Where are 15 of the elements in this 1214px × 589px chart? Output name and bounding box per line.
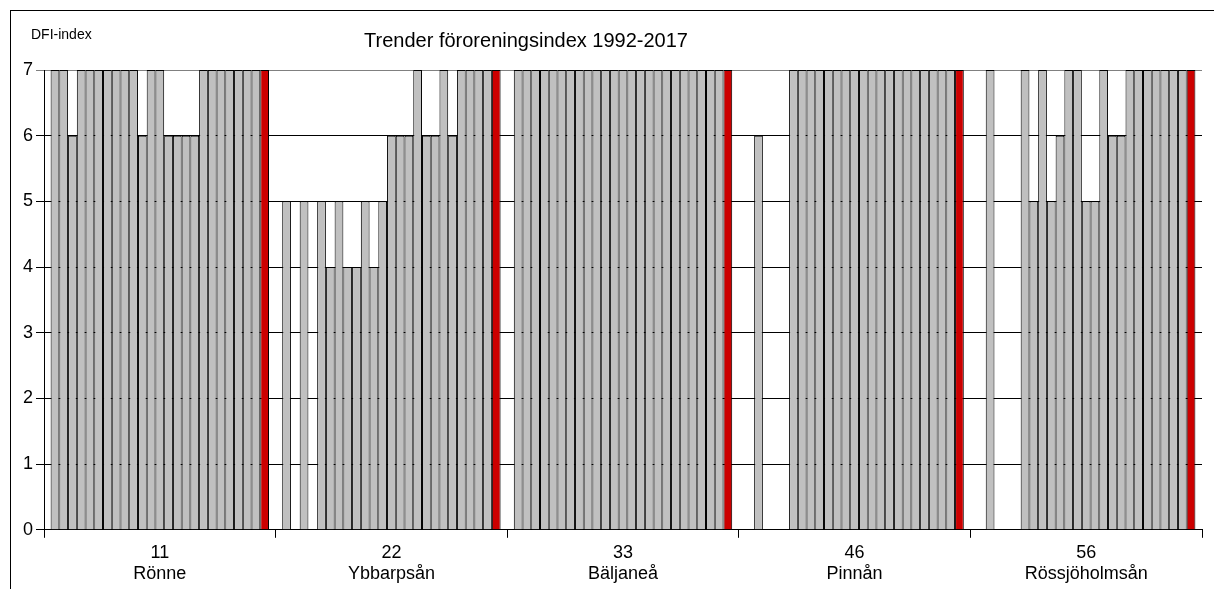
x-tick-label: 22 Ybbarpsån (347, 541, 435, 584)
y-tick-label: 1 (23, 453, 34, 474)
y-tick-label: 2 (23, 387, 34, 408)
chart-title: Trender föroreningsindex 1992-2017 (364, 28, 688, 51)
x-tick-label: 56 Rössjöholmsån (1024, 541, 1148, 584)
y-tick-label: 7 (23, 58, 34, 79)
y-tick-label: 6 (23, 124, 34, 145)
y-axis-title: DFI-index (31, 25, 92, 42)
x-tick-label: 11 Rönne (133, 541, 187, 584)
y-tick-label: 0 (23, 518, 34, 539)
y-tick-label: 3 (23, 321, 34, 342)
y-tick-label: 4 (23, 256, 34, 277)
x-tick-label: 46 Pinnån (826, 541, 883, 584)
x-tick-label: 33 Bäljaneå (587, 541, 660, 584)
y-tick-label: 5 (23, 190, 34, 211)
